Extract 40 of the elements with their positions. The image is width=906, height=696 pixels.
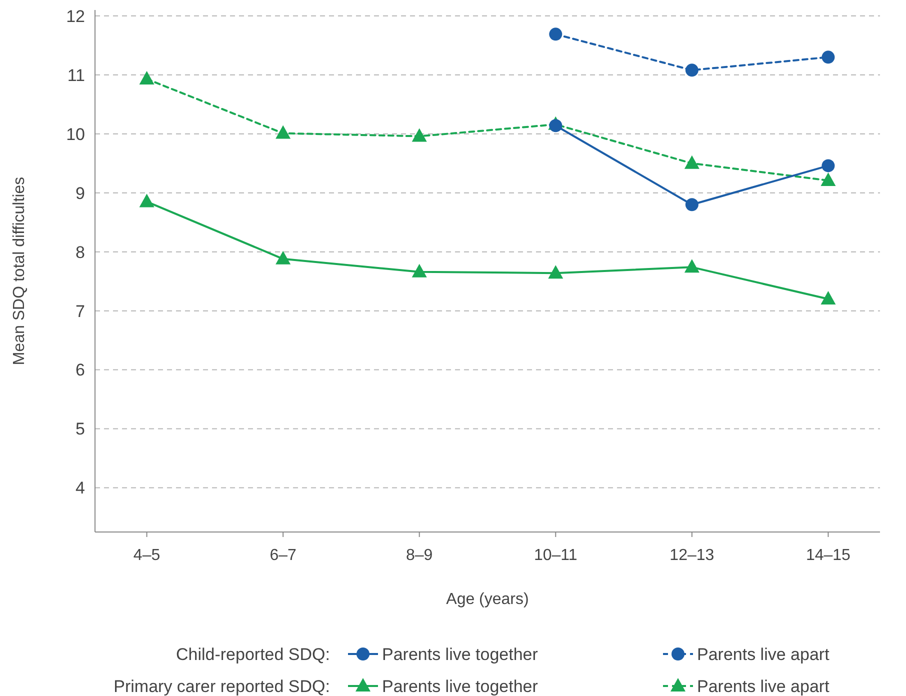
point [276,250,291,264]
point [685,198,698,212]
x-tick-label: 12–13 [670,547,714,564]
x-tick-label: 10–11 [534,547,578,564]
y-tick-label: 5 [76,420,85,439]
y-tick-label: 8 [76,242,85,262]
point [548,265,564,279]
legend-label: Parents live apart [697,676,830,696]
x-tick-label: 4–5 [133,547,160,564]
point [684,259,700,273]
point [139,194,154,208]
point [412,128,427,142]
legend-label: Parents live together [382,676,538,696]
y-tick-label: 11 [67,66,85,85]
point [684,155,700,169]
y-tick-label: 12 [66,6,85,26]
text: Child-reported SDQ: [176,644,330,664]
x-tick-label: 14–15 [806,547,851,564]
point [822,50,835,64]
point [549,28,562,41]
x-axis-title: Age (years) [446,591,529,608]
point [549,119,562,132]
y-tick-label: 7 [76,302,85,321]
x-tick-label: 6–7 [270,547,297,564]
text: Primary carer reported SDQ: [114,676,330,696]
x-tick-label: 8–9 [406,547,433,564]
legend-label: Parents live apart [697,644,830,664]
point [139,71,154,85]
point [820,291,836,305]
point [685,64,698,77]
point [412,264,427,278]
legend-label: Parents live together [382,644,538,664]
y-axis-title: Mean SDQ total difficulties [11,176,28,366]
y-tick-label: 4 [76,478,85,498]
y-tick-label: 10 [66,124,85,144]
point [820,172,836,186]
point [822,159,835,172]
y-tick-label: 6 [76,360,85,380]
point [276,125,291,139]
y-tick-label: 9 [76,184,85,203]
